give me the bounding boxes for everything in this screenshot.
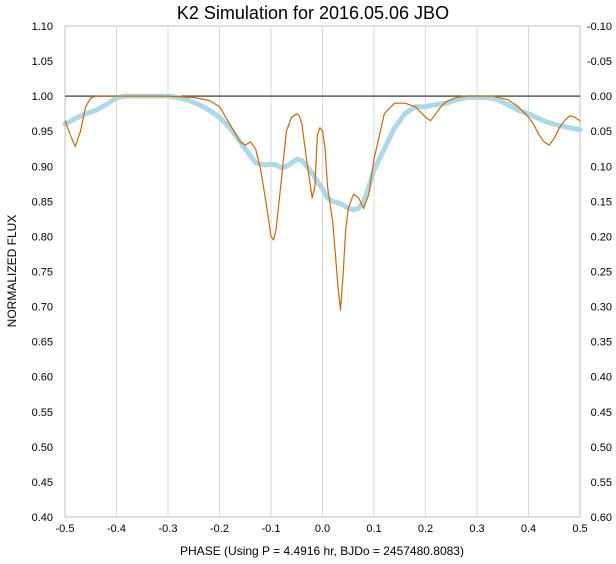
y-tick-label: 0.80 (32, 231, 53, 243)
x-tick-label: 0.2 (418, 523, 433, 535)
y-axis-label: NORMALIZED FLUX (5, 215, 19, 328)
y-tick-label: 0.50 (32, 442, 53, 454)
left-axis-ticks: 1.10 1.05 1.00 0.95 0.90 0.85 0.80 0.75 0.70 0.65… (32, 21, 53, 524)
y2-tick-label: 0.50 (591, 442, 612, 454)
y-tick-label: 1.10 (32, 21, 53, 33)
y-tick-label: 0.85 (32, 196, 53, 208)
y2-tick-label: 0.05 (591, 126, 612, 138)
series-line-simulation (64, 95, 581, 311)
y2-tick-label: -0.10 (587, 21, 612, 33)
y2-tick-label: 0.30 (591, 302, 612, 314)
series-group (62, 93, 583, 311)
x-tick-label: -0.1 (262, 523, 281, 535)
x-tick-label: -0.4 (107, 523, 126, 535)
y2-tick-label: -0.05 (587, 56, 612, 68)
x-tick-label: 0.5 (572, 523, 587, 535)
x-axis-ticks: -0.5 -0.4 -0.3 -0.2 -0.1 0.0 0.1 0.2 0.3 0.4 0.5 (56, 523, 588, 535)
y2-tick-label: 0.10 (591, 161, 612, 173)
y2-tick-label: 0.60 (591, 512, 612, 524)
y2-tick-label: 0.35 (591, 337, 612, 349)
x-tick-label: -0.3 (159, 523, 178, 535)
y-tick-label: 0.65 (32, 337, 53, 349)
y-tick-label: 0.55 (32, 407, 53, 419)
y2-tick-label: 0.45 (591, 407, 612, 419)
y2-tick-label: 0.40 (591, 372, 612, 384)
x-tick-label: -0.2 (210, 523, 229, 535)
x-tick-label: 0.4 (521, 523, 536, 535)
y-tick-label: 1.05 (32, 56, 53, 68)
series-line-model (62, 93, 583, 213)
x-tick-label: 0.3 (469, 523, 484, 535)
y2-tick-label: 0.25 (591, 267, 612, 279)
y-tick-label: 0.95 (32, 126, 53, 138)
x-tick-label: 0.0 (315, 523, 330, 535)
y-tick-label: 0.45 (32, 477, 53, 489)
y-tick-label: 0.70 (32, 302, 53, 314)
y-tick-label: 0.60 (32, 372, 53, 384)
y-tick-label: 1.00 (32, 91, 53, 103)
y2-tick-label: 0.20 (591, 231, 612, 243)
y-tick-label: 0.75 (32, 267, 53, 279)
y2-tick-label: 0.55 (591, 477, 612, 489)
x-tick-label: -0.5 (56, 523, 75, 535)
x-axis-label: PHASE (Using P = 4.4916 hr, BJDo = 24574… (180, 544, 464, 558)
y2-tick-label: 0.15 (591, 196, 612, 208)
y-tick-label: 0.90 (32, 161, 53, 173)
y2-tick-label: 0.00 (591, 91, 612, 103)
x-tick-label: 0.1 (366, 523, 381, 535)
chart-title: K2 Simulation for 2016.05.06 JBO (177, 3, 449, 23)
grid-lines (116, 26, 529, 517)
right-axis-ticks: -0.10 -0.05 0.00 0.05 0.10 0.15 0.20 0.25 0.30 0.… (587, 21, 612, 524)
y-tick-label: 0.40 (32, 512, 53, 524)
